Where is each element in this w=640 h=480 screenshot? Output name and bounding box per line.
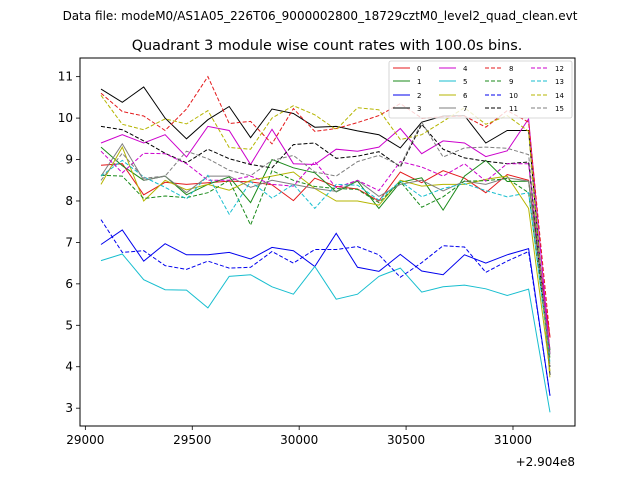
x-offset-label: +2.904e8 — [516, 455, 575, 469]
x-tick-label: 31000 — [494, 433, 532, 447]
y-tick-label: 5 — [65, 318, 73, 332]
axes-frame — [79, 57, 576, 427]
y-axis: 3 4 5 6 7 8 9 10 11 — [58, 70, 80, 415]
legend-label-14: 14 — [555, 92, 564, 100]
suptitle: Data file: modeM0/AS1A05_226T06_90000028… — [63, 9, 578, 23]
y-tick-label: 9 — [65, 153, 73, 167]
series-line-14 — [100, 95, 551, 380]
series-line-6 — [100, 145, 551, 371]
y-tick-label: 11 — [58, 70, 73, 84]
series-line-8 — [100, 75, 551, 338]
x-tick-label: 30500 — [387, 433, 425, 447]
series-line-3 — [100, 86, 551, 376]
y-tick-label: 10 — [58, 111, 73, 125]
legend-label-12: 12 — [555, 65, 564, 73]
legend-label-7: 7 — [463, 105, 467, 113]
series-line-15 — [100, 121, 551, 367]
x-axis: 29000 29500 30000 30500 31000 — [66, 426, 532, 447]
x-tick-label: 29500 — [173, 433, 211, 447]
y-tick-label: 6 — [65, 277, 73, 291]
legend-label-6: 6 — [463, 92, 468, 100]
series-line-10 — [100, 219, 551, 396]
legend-label-1: 1 — [417, 78, 421, 86]
series-line-7 — [100, 142, 551, 355]
legend-label-3: 3 — [417, 105, 421, 113]
y-tick-label: 8 — [65, 194, 73, 208]
legend-frame — [388, 60, 573, 119]
legend-label-15: 15 — [555, 105, 564, 113]
chart-title: Quadrant 3 module wise count rates with … — [132, 38, 523, 54]
legend-label-8: 8 — [509, 65, 513, 73]
x-tick-label: 30000 — [280, 433, 318, 447]
y-tick-label: 7 — [65, 235, 73, 249]
legend-label-2: 2 — [417, 92, 421, 100]
series-line-2 — [100, 229, 551, 396]
series-line-13 — [100, 159, 551, 363]
series-line-11 — [100, 123, 551, 367]
series-line-4 — [100, 117, 551, 355]
series-line-1 — [100, 146, 551, 351]
series-line-5 — [100, 253, 551, 413]
legend-label-9: 9 — [509, 78, 513, 86]
x-tick-label: 29000 — [66, 433, 104, 447]
legend-label-0: 0 — [417, 65, 421, 73]
legend-label-11: 11 — [509, 105, 518, 113]
series-line-12 — [100, 150, 551, 351]
legend-label-4: 4 — [463, 65, 468, 73]
series-line-9 — [100, 170, 551, 359]
legend-label-13: 13 — [555, 78, 564, 86]
series-layer — [100, 75, 551, 413]
legend-label-5: 5 — [463, 78, 467, 86]
y-tick-label: 3 — [65, 401, 73, 415]
legend-label-10: 10 — [509, 92, 518, 100]
plot-area — [79, 57, 576, 427]
y-tick-label: 4 — [65, 360, 73, 374]
